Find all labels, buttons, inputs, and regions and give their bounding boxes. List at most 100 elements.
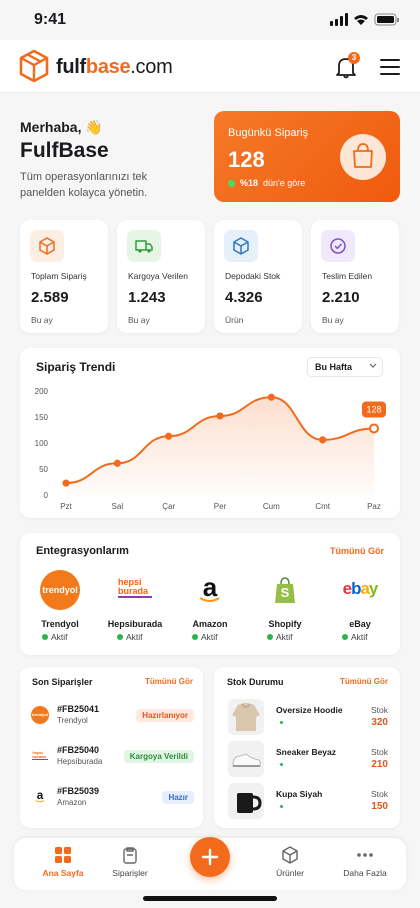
- status-dot: [42, 634, 48, 640]
- integrations-link[interactable]: Tümünü Gör: [330, 546, 384, 556]
- x-tick-label: Cmt: [315, 502, 330, 511]
- stock-label: Stok: [370, 789, 388, 799]
- product-image: [232, 703, 260, 731]
- nav-label[interactable]: Siparişler: [112, 868, 148, 878]
- integration-name: eBay: [349, 619, 371, 629]
- menu-icon[interactable]: [380, 58, 400, 76]
- status-dot: [342, 634, 348, 640]
- logo-amazon: a: [202, 572, 218, 602]
- integration-name: Amazon: [192, 619, 228, 629]
- greeting-name: FulfBase: [20, 139, 109, 162]
- today-title: Bugünkü Sipariş: [228, 127, 309, 139]
- status-icons: [330, 13, 399, 26]
- status-time: 9:41: [34, 11, 67, 28]
- bell-icon[interactable]: [334, 55, 358, 79]
- logo-hepsiburada: hepsi burada: [32, 749, 48, 760]
- stat-icon-box: [127, 230, 161, 262]
- chevron: [369, 363, 377, 368]
- x-tick-label: Paz: [367, 502, 381, 511]
- integration-status: Aktif: [51, 632, 68, 642]
- nav-icon: [55, 847, 71, 863]
- x-tick-label: Çar: [162, 502, 175, 511]
- chart: 0 50 100 150 200 Pzt Sal Çar Per Cum Cmt Paz 128: [35, 387, 386, 511]
- nav-icon: [123, 847, 137, 864]
- integration-name: Hepsiburada: [107, 619, 163, 629]
- integration-status: Aktif: [351, 632, 368, 642]
- value-label-box: [362, 401, 386, 418]
- nav-label[interactable]: Ana Sayfa: [42, 868, 84, 878]
- stat-value: 2.210: [322, 289, 360, 306]
- stock-link[interactable]: Tümünü Gör: [340, 677, 388, 686]
- integration-name: Shopify: [268, 619, 302, 629]
- x-tick-label: Per: [214, 502, 227, 511]
- status-dot: [192, 634, 198, 640]
- point: [369, 423, 379, 434]
- home-indicator: [143, 896, 277, 901]
- point: [267, 393, 275, 401]
- value-label: 128: [366, 404, 381, 414]
- stat-value: 4.326: [225, 289, 263, 306]
- logo-shopify: S: [280, 585, 290, 600]
- stat-period: Bu ay: [31, 315, 53, 325]
- y-tick-label: 0: [44, 491, 49, 500]
- stat-value: 2.589: [31, 289, 69, 306]
- order-status: Kargoya Verildi: [123, 750, 194, 763]
- product-name: Sneaker Beyaz: [276, 747, 337, 757]
- logo-trendyol: trendyol: [31, 706, 49, 724]
- product-image: [232, 753, 261, 767]
- stat-period: Bu ay: [128, 315, 150, 325]
- amazon-smile: [35, 800, 45, 803]
- y-tick-label: 200: [35, 387, 49, 396]
- stat-icon-box: [321, 230, 355, 262]
- chart-title: Sipariş Trendi: [36, 360, 116, 374]
- status-dot: [117, 634, 123, 640]
- status-dot: [267, 634, 273, 640]
- greeting-hello: Merhaba, 👋: [20, 119, 103, 135]
- stock-value: 320: [371, 717, 388, 728]
- today-value: 128: [228, 147, 265, 172]
- area: [66, 397, 374, 495]
- product-dot: [280, 763, 283, 766]
- stat-icon: [330, 238, 346, 254]
- nav-label[interactable]: Ürünler: [276, 868, 304, 878]
- stat-label: Toplam Sipariş: [31, 271, 87, 281]
- x-tick-label: Cum: [263, 502, 280, 511]
- nav-icon: [357, 853, 373, 857]
- stat-icon: [39, 237, 55, 255]
- stock-value: 210: [371, 759, 388, 770]
- order-status: Hazırlanıyor: [136, 709, 194, 722]
- notification-badge: 3: [348, 52, 360, 64]
- stock-label: Stok: [370, 747, 388, 757]
- plus-icon: [201, 848, 219, 866]
- chart-filter-label: Bu Hafta: [315, 362, 353, 372]
- nav-label[interactable]: Daha Fazla: [343, 868, 387, 878]
- logo-icon: [19, 49, 49, 83]
- x-tick-label: Sal: [112, 502, 124, 511]
- stat-value: 1.243: [128, 289, 166, 306]
- logo-amazon: a: [36, 788, 44, 802]
- product-image: [237, 793, 262, 813]
- stat-label: Kargoya Verilen: [128, 271, 189, 281]
- x-tick-label: Pzt: [60, 502, 72, 511]
- order-status: Hazır: [162, 791, 194, 804]
- stock-label: Stok: [370, 705, 388, 715]
- product-name: Kupa Siyah: [276, 789, 323, 799]
- header: [0, 40, 420, 93]
- order-id: #FB25041: [57, 704, 100, 714]
- y-tick-label: 50: [39, 465, 48, 474]
- today-change: %18: [240, 178, 259, 188]
- integrations-title: Entegrasyonlarım: [36, 545, 129, 557]
- chart-filter[interactable]: [307, 357, 383, 377]
- stock-title: Stok Durumu: [227, 677, 284, 687]
- today-change-text: dün'e göre: [263, 178, 306, 188]
- product-dot: [280, 721, 283, 724]
- orders-link[interactable]: Tümünü Gör: [145, 677, 193, 686]
- order-platform: Hepsiburada: [57, 757, 103, 766]
- y-tick-label: 100: [35, 439, 49, 448]
- stat-icon: [233, 237, 249, 255]
- point: [113, 459, 121, 467]
- brand-part: .com: [130, 56, 173, 78]
- stat-period: Bu ay: [322, 315, 344, 325]
